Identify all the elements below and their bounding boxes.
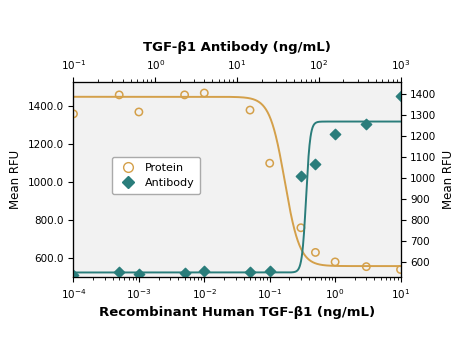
X-axis label: TGF-β1 Antibody (ng/mL): TGF-β1 Antibody (ng/mL) <box>143 41 331 54</box>
Protein <box>135 109 143 115</box>
Protein <box>297 225 305 231</box>
Antibody <box>181 270 188 276</box>
Y-axis label: Mean RFU: Mean RFU <box>442 150 455 209</box>
Antibody <box>115 269 123 275</box>
Protein <box>363 264 370 269</box>
Protein <box>115 92 123 98</box>
Antibody <box>135 271 143 277</box>
Antibody <box>297 173 305 179</box>
X-axis label: Recombinant Human TGF-β1 (ng/mL): Recombinant Human TGF-β1 (ng/mL) <box>99 306 375 319</box>
Antibody <box>397 94 404 99</box>
Y-axis label: Mean RFU: Mean RFU <box>9 150 22 209</box>
Protein <box>266 160 273 166</box>
Antibody <box>363 121 370 126</box>
Protein <box>201 90 208 96</box>
Antibody <box>246 269 254 275</box>
Protein <box>311 250 319 255</box>
Antibody <box>266 268 273 273</box>
Antibody <box>70 272 77 278</box>
Protein <box>246 107 254 113</box>
Protein <box>397 267 404 272</box>
Antibody <box>331 132 339 137</box>
Antibody <box>201 268 208 273</box>
Protein <box>331 259 339 265</box>
Protein <box>70 111 77 117</box>
Legend: Protein, Antibody: Protein, Antibody <box>112 157 201 194</box>
Antibody <box>311 161 319 166</box>
Protein <box>181 92 188 98</box>
